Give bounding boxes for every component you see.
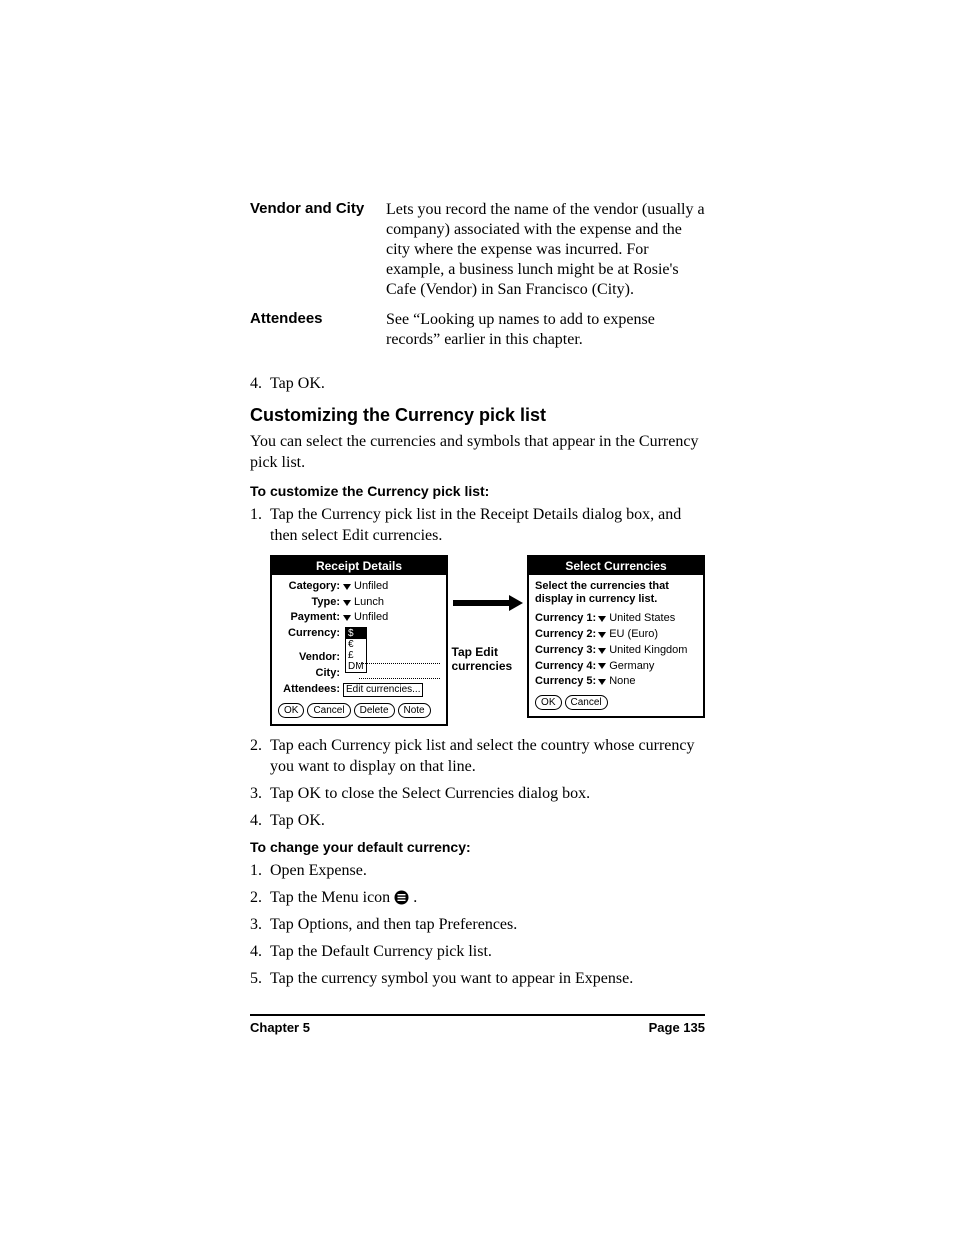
dropdown-icon <box>598 679 606 685</box>
list-item: 3. Tap OK to close the Select Currencies… <box>250 784 705 805</box>
def-term-vendor-city: Vendor and City <box>250 200 386 310</box>
list-item: 2. Tap the Menu icon . <box>250 888 705 909</box>
city-field <box>359 668 440 679</box>
list-item: 4. Tap the Default Currency pick list. <box>250 942 705 963</box>
ok-button: OK <box>278 703 304 718</box>
list-item: 1. Open Expense. <box>250 861 705 882</box>
list-item: 4. Tap OK. <box>250 811 705 832</box>
subheading-customize: To customize the Currency pick list: <box>250 483 705 499</box>
cancel-button: Cancel <box>307 703 350 718</box>
section-heading: Customizing the Currency pick list <box>250 405 705 426</box>
cancel-button: Cancel <box>565 695 608 710</box>
dropdown-icon <box>598 632 606 638</box>
currency-popup: $ € £ DM <box>345 627 367 673</box>
footer-page: Page 135 <box>649 1020 705 1035</box>
def-desc-attendees: See “Looking up names to add to expense … <box>386 310 705 360</box>
page-footer: Chapter 5 Page 135 <box>250 1014 705 1035</box>
hint-label: Tap Editcurrencies <box>452 645 524 674</box>
step-before: 4. Tap OK. <box>250 374 705 395</box>
section-intro: You can select the currencies and symbol… <box>250 432 705 474</box>
select-currencies-screenshot: Select Currencies Select the currencies … <box>527 555 705 718</box>
note-button: Note <box>398 703 431 718</box>
edit-currencies-item: Edit currencies... <box>343 683 423 698</box>
ok-button: OK <box>535 695 561 710</box>
list-item: 2. Tap each Currency pick list and selec… <box>250 736 705 778</box>
dropdown-icon <box>598 648 606 654</box>
select-title: Select Currencies <box>529 557 703 575</box>
delete-button: Delete <box>354 703 395 718</box>
subheading-default-currency: To change your default currency: <box>250 839 705 855</box>
receipt-title: Receipt Details <box>272 557 446 575</box>
def-term-attendees: Attendees <box>250 310 386 360</box>
list-item: 3. Tap Options, and then tap Preferences… <box>250 915 705 936</box>
palm-screenshots: Receipt Details Category: Unfiled Type: … <box>270 555 705 726</box>
dropdown-icon <box>598 616 606 622</box>
receipt-details-screenshot: Receipt Details Category: Unfiled Type: … <box>270 555 448 726</box>
menu-icon <box>394 890 409 905</box>
vendor-field <box>359 653 440 664</box>
dropdown-icon <box>343 615 351 621</box>
dropdown-icon <box>343 600 351 606</box>
step1-1: 1. Tap the Currency pick list in the Rec… <box>250 505 705 547</box>
list-item: 5. Tap the currency symbol you want to a… <box>250 969 705 990</box>
dropdown-icon <box>598 663 606 669</box>
footer-chapter: Chapter 5 <box>250 1020 310 1035</box>
arrow-icon <box>453 595 523 611</box>
definition-table: Vendor and City Lets you record the name… <box>250 200 705 360</box>
dropdown-icon <box>343 584 351 590</box>
def-desc-vendor-city: Lets you record the name of the vendor (… <box>386 200 705 310</box>
